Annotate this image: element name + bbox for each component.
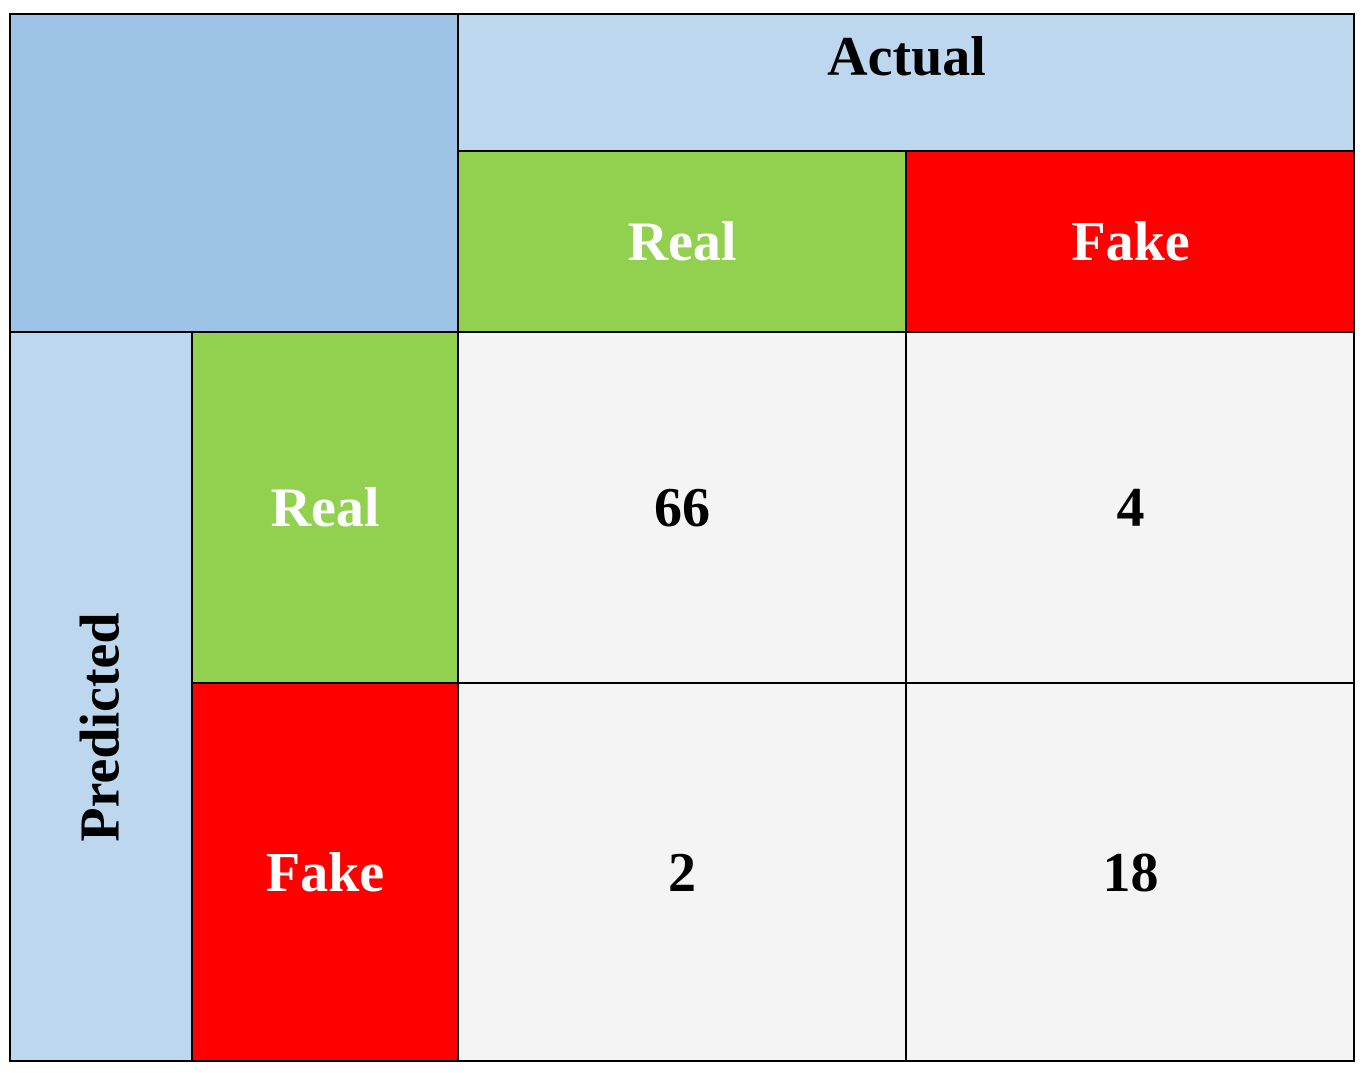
row-header-fake: Fake — [192, 683, 458, 1062]
predicted-label: Predicted — [69, 612, 132, 842]
cell-value: 66 — [654, 476, 710, 539]
row-label-real: Real — [270, 476, 380, 539]
cell-value: 4 — [1116, 476, 1145, 539]
matrix-cell-real-fake: 4 — [906, 332, 1355, 683]
actual-label: Actual — [827, 26, 986, 88]
column-header-fake: Fake — [906, 151, 1355, 332]
column-label-real: Real — [627, 210, 737, 273]
predicted-header: Predicted — [9, 332, 192, 1062]
row-header-real: Real — [192, 332, 458, 683]
matrix-cell-real-real: 66 — [458, 332, 906, 683]
matrix-cell-fake-real: 2 — [458, 683, 906, 1062]
matrix-cell-fake-fake: 18 — [906, 683, 1355, 1062]
column-header-real: Real — [458, 151, 906, 332]
cell-value: 2 — [668, 841, 696, 904]
cell-value: 18 — [1102, 841, 1159, 904]
column-label-fake: Fake — [1071, 210, 1190, 273]
grid-line — [458, 150, 1355, 152]
grid-line — [905, 150, 907, 1062]
actual-header: Actual — [458, 13, 1355, 151]
grid-line — [457, 13, 459, 1062]
grid-line — [9, 331, 1355, 333]
grid-line — [191, 331, 193, 1062]
corner-cell — [9, 13, 458, 332]
row-label-fake: Fake — [265, 841, 385, 904]
grid-line — [192, 682, 1355, 684]
